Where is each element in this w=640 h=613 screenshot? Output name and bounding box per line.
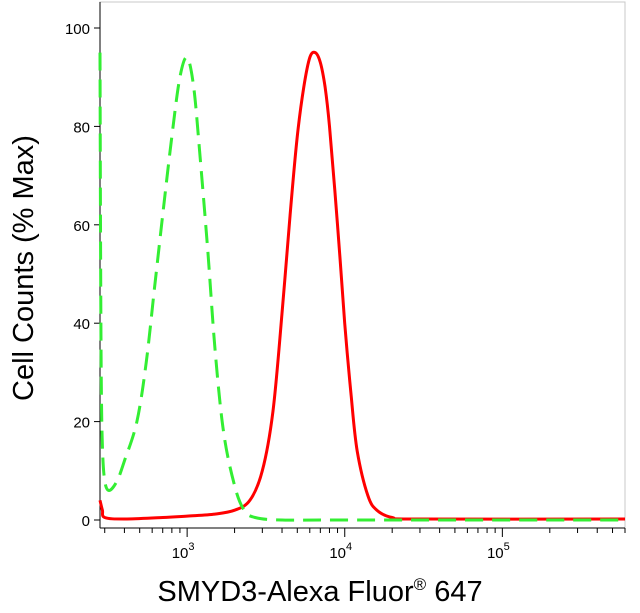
- y-tick-label: 100: [65, 21, 90, 38]
- y-ticks: 0 20 40 60 80 100: [65, 21, 100, 530]
- y-tick-label: 80: [73, 119, 90, 136]
- y-tick-label: 40: [73, 316, 90, 333]
- y-tick-label: 20: [73, 415, 90, 432]
- x-tick-label: 104: [329, 541, 352, 562]
- x-axis-label: SMYD3-Alexa Fluor® 647: [0, 575, 640, 609]
- registered-mark: ®: [413, 575, 427, 594]
- series-group: [98, 50, 626, 522]
- x-axis-label-main: SMYD3-Alexa Fluor: [157, 576, 414, 608]
- y-tick-label: 60: [73, 218, 90, 235]
- x-tick-label: 103: [172, 541, 195, 562]
- y-tick-label: 0: [82, 513, 90, 530]
- y-axis-label-wrap: Cell Counts (% Max): [8, 135, 40, 401]
- y-axis-label: Cell Counts (% Max): [8, 135, 40, 401]
- x-ticks: 103 104 105: [104, 528, 626, 562]
- x-tick-label: 105: [487, 541, 510, 562]
- dashed-series-line: [98, 52, 625, 522]
- x-axis-label-tail: 647: [426, 576, 483, 608]
- plot-frame: [99, 1, 626, 529]
- solid-series-line: [98, 50, 626, 521]
